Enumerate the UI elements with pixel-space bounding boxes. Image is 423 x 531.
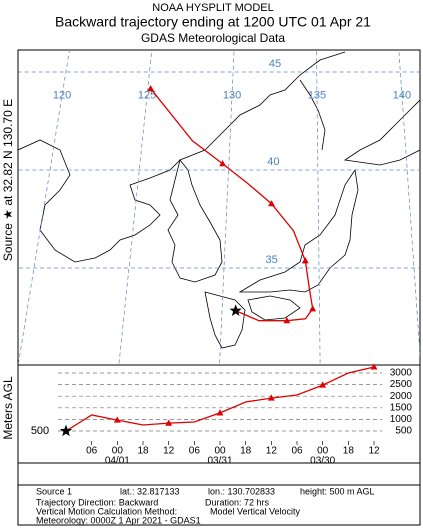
x-tick-label: 12 — [368, 446, 380, 457]
footer-method-value: Model Vertical Velocity — [210, 506, 301, 516]
x-tick-label: 06 — [86, 446, 98, 457]
footer-source: Source 1 — [36, 486, 72, 496]
longitude-label: 120 — [53, 89, 71, 101]
date-label: 04/01 — [105, 456, 130, 467]
latitude-label: 35 — [266, 254, 278, 266]
x-tick-label: 18 — [240, 446, 252, 457]
date-label: 03/31 — [207, 456, 232, 467]
side-label: Source ★ at 32.82 N 130.70 E — [1, 99, 15, 261]
y-tick-label: 500 — [395, 426, 412, 437]
y-axis-label: Meters AGL — [1, 376, 15, 440]
x-tick-label: 06 — [291, 446, 303, 457]
date-label: 03/30 — [310, 456, 335, 467]
longitude-label: 140 — [393, 89, 411, 101]
longitude-label: 130 — [223, 89, 241, 101]
x-tick-label: 12 — [163, 446, 175, 457]
subtitle: GDAS Meteorological Data — [141, 31, 285, 45]
y-tick-label: 2500 — [390, 379, 413, 390]
y-tick-label: 2000 — [390, 391, 413, 402]
title: Backward trajectory ending at 1200 UTC 0… — [55, 14, 371, 30]
model-name: NOAA HYSPLIT MODEL — [152, 2, 273, 14]
latitude-label: 40 — [267, 156, 279, 168]
y-tick-label: 1000 — [390, 414, 413, 425]
x-tick-label: 18 — [343, 446, 355, 457]
source-height-label: 500 — [31, 425, 49, 437]
footer-height: height: 500 m AGL — [300, 486, 375, 496]
y-tick-label: 3000 — [390, 368, 413, 379]
latitude-label: 45 — [269, 58, 281, 70]
x-tick-label: 06 — [189, 446, 201, 457]
footer-lat: lat.: 32.817133 — [120, 486, 180, 496]
y-tick-label: 1500 — [390, 402, 413, 413]
map-frame — [18, 50, 420, 365]
x-tick-label: 18 — [137, 446, 149, 457]
x-tick-label: 12 — [266, 446, 278, 457]
footer-meteorology: Meteorology: 0000Z 1 Apr 2021 - GDAS1 — [36, 515, 201, 525]
longitude-label: 135 — [308, 89, 326, 101]
footer-lon: lon.: 130.702833 — [208, 486, 275, 496]
